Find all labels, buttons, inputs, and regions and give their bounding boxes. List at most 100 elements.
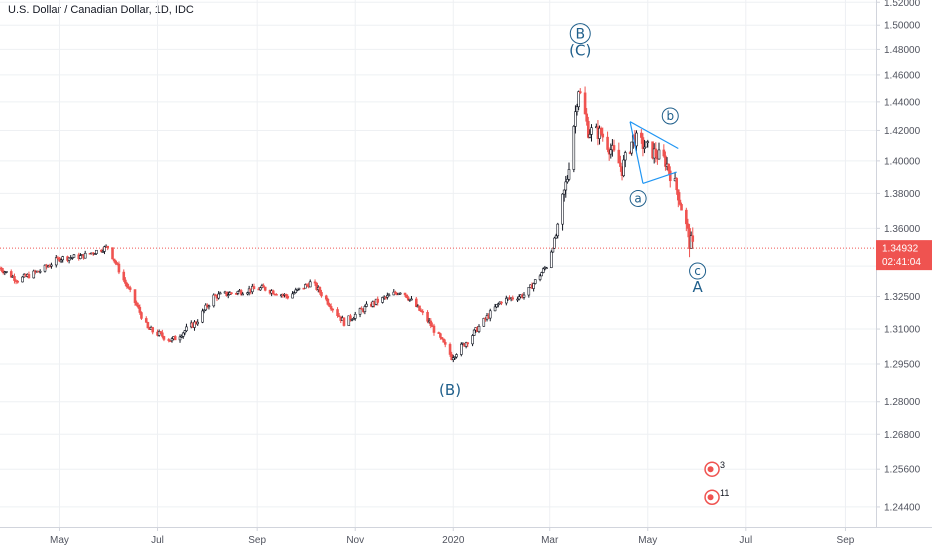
candle-up: [79, 255, 82, 259]
candle-up: [451, 357, 455, 360]
candle-up: [635, 132, 638, 147]
candle-down: [448, 344, 452, 355]
candle-down: [349, 315, 352, 321]
candle-up: [246, 292, 249, 295]
candle-down: [586, 120, 590, 138]
candle-down: [151, 327, 154, 333]
candle-up: [381, 297, 384, 303]
candle-down: [419, 310, 423, 312]
candle-up: [43, 264, 47, 272]
candle-down: [583, 92, 587, 115]
candle-down: [313, 281, 317, 284]
candle-down: [585, 113, 588, 122]
candle-up: [207, 305, 211, 308]
y-tick-label: 1.24400: [884, 502, 921, 513]
drawings-layer: [0, 121, 876, 249]
candle-up: [564, 181, 568, 191]
candle-up: [551, 247, 555, 253]
candle-down: [140, 312, 143, 319]
candle-down: [230, 292, 233, 294]
candle-down: [136, 304, 140, 308]
candle-up: [533, 279, 537, 284]
y-tick-label: 1.46000: [884, 70, 921, 81]
x-tick-label: Jul: [739, 535, 752, 546]
flag-dot-icon: [707, 494, 714, 501]
y-tick-label: 1.36000: [884, 224, 921, 235]
candle-down: [117, 263, 121, 273]
candle-down: [336, 309, 339, 317]
candle-down: [16, 280, 19, 283]
event-markers-layer[interactable]: 3 11: [704, 460, 729, 505]
candle-down: [27, 274, 31, 279]
x-tick-label: May: [50, 535, 69, 546]
y-tick-label: 1.44000: [884, 97, 921, 108]
candle-up: [398, 292, 402, 295]
candle-up: [689, 235, 693, 249]
candle-up: [516, 298, 519, 301]
price-axis[interactable]: 1.52000 1.50000 1.48000 1.46000 1.44000 1.420…: [876, 0, 932, 550]
candle-down: [225, 291, 228, 296]
x-tick-label: Mar: [541, 535, 559, 546]
x-tick-label: 2020: [442, 535, 465, 546]
candle-up: [553, 237, 556, 249]
candle-down: [127, 286, 130, 289]
candle-down: [112, 258, 116, 262]
candle-down: [617, 149, 621, 164]
candle-up: [363, 306, 367, 312]
candle-down: [601, 133, 605, 138]
candle-up: [590, 127, 593, 135]
candle-down: [9, 271, 13, 278]
candle-up: [453, 356, 457, 359]
candle-up: [236, 291, 240, 294]
wave-label-b: b: [666, 109, 674, 123]
candle-down: [315, 282, 318, 290]
trendline: [629, 121, 679, 149]
candle-down: [691, 235, 695, 242]
candle-down: [640, 132, 643, 138]
candle-up: [505, 297, 508, 304]
candle-up: [464, 342, 468, 347]
x-tick-label: May: [638, 535, 657, 546]
candle-up: [212, 294, 216, 307]
candle-up: [196, 321, 200, 325]
y-tick-label: 1.48000: [884, 45, 921, 56]
candle-up: [308, 281, 312, 288]
countdown-label: 02:41:04: [882, 257, 921, 268]
candle-down: [162, 336, 166, 340]
candle-down: [437, 332, 441, 334]
event-marker[interactable]: 3: [704, 460, 725, 477]
candle-up: [643, 146, 646, 149]
candle-down: [99, 249, 103, 252]
candle-down: [450, 354, 453, 360]
candle-down: [318, 287, 322, 293]
candle-up: [358, 308, 362, 315]
price-axis-bg: [876, 0, 932, 550]
candle-up: [217, 293, 220, 299]
candle-down: [328, 304, 331, 307]
candle-up: [259, 287, 262, 291]
y-tick-label: 1.32500: [884, 292, 921, 303]
candle-down: [133, 289, 137, 303]
candle-up: [226, 294, 230, 296]
candle-up: [387, 294, 391, 297]
candle-up: [218, 292, 222, 295]
candle-down: [144, 318, 148, 323]
wave-label: (C): [569, 42, 591, 60]
candle-down: [442, 338, 445, 343]
time-axis[interactable]: May Jul Sep Nov 2020 Mar May Jul Sep: [0, 527, 932, 546]
candle-down: [415, 298, 418, 307]
candle-down: [252, 286, 256, 290]
candle-down: [159, 331, 163, 334]
candle-down: [234, 293, 238, 295]
candle-up: [61, 256, 64, 261]
candle-up: [410, 298, 413, 301]
candle-down: [271, 290, 275, 295]
last-price-tag: [876, 240, 932, 271]
y-tick-label: 1.29500: [884, 359, 921, 370]
x-tick-label: Jul: [151, 535, 164, 546]
candle-up: [522, 294, 526, 298]
event-marker[interactable]: 11: [704, 488, 729, 505]
candle-up: [72, 254, 76, 258]
candle-down: [146, 322, 150, 329]
